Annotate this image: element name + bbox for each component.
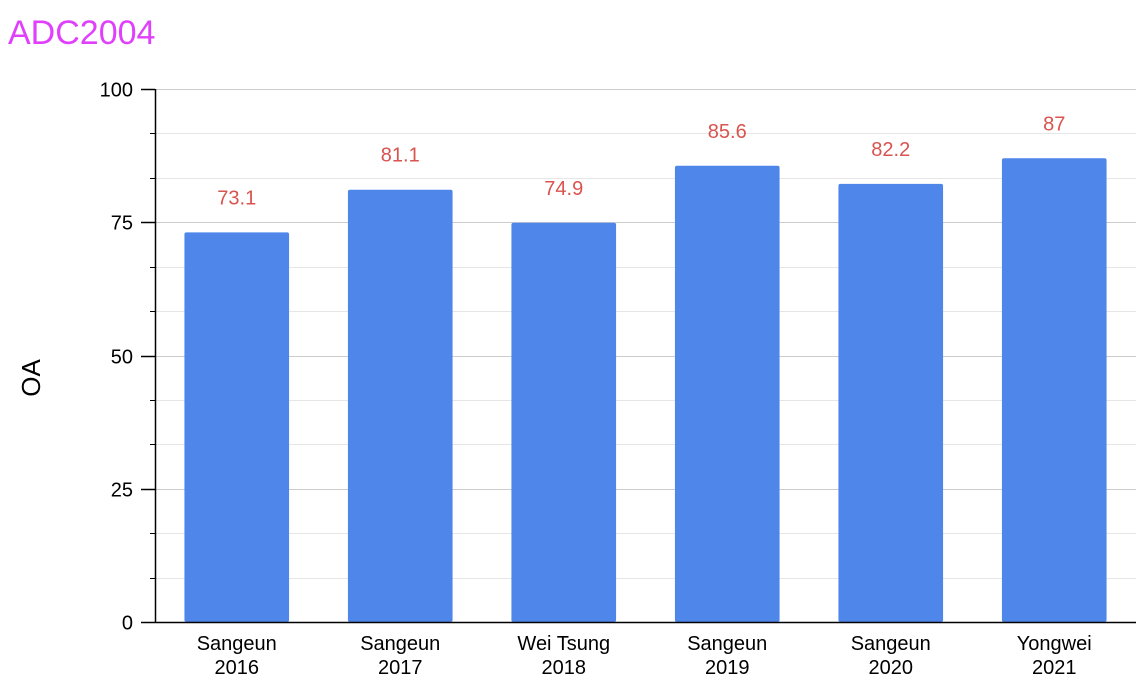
bar-0: [184, 232, 290, 622]
gridlines: [155, 89, 1136, 579]
x-category-label-3: Sangeun 2019: [687, 633, 767, 679]
data-label-3: 85.6: [708, 121, 747, 143]
x-category-label-0: Sangeun 2016: [197, 633, 277, 679]
bar-2: [511, 222, 617, 622]
bar-5: [1001, 158, 1107, 623]
data-label-1: 81.1: [381, 145, 420, 167]
bars: [184, 158, 1107, 623]
y-axis-title: OA: [16, 359, 46, 397]
data-label-0: 73.1: [217, 187, 256, 209]
chart-title: ADC2004: [8, 14, 155, 52]
bar-3: [674, 165, 780, 622]
y-tick-label-75: 75: [111, 213, 133, 235]
labels: 0 25 50 75 100 73.1 Sangeun 2016 81.1 Sangeun 2017…: [100, 80, 1092, 680]
y-tick-label-25: 25: [111, 480, 133, 502]
bar-1: [347, 189, 453, 622]
y-tick-label-0: 0: [122, 613, 133, 635]
x-category-label-5: Yongwei 2021: [1017, 633, 1092, 679]
data-label-5: 87: [1043, 113, 1065, 135]
axes: [141, 88, 1136, 624]
bar-4: [838, 183, 944, 622]
x-category-label-4: Sangeun 2020: [851, 633, 931, 679]
x-category-label-1: Sangeun 2017: [360, 633, 440, 679]
y-tick-label-50: 50: [111, 347, 133, 369]
data-label-4: 82.2: [871, 139, 910, 161]
data-label-2: 74.9: [544, 178, 583, 200]
x-category-label-2: Wei Tsung 2018: [517, 633, 610, 679]
y-tick-label-100: 100: [100, 80, 133, 102]
